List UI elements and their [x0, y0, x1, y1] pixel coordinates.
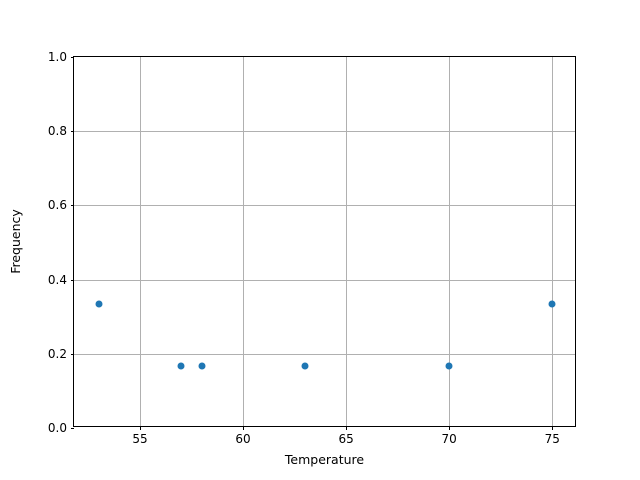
x-tick-label: 70	[441, 432, 457, 446]
x-tick-mark	[449, 426, 451, 430]
x-tick-mark	[552, 426, 554, 430]
y-tick-label: 0.8	[47, 124, 67, 139]
x-tick-mark	[346, 426, 348, 430]
x-gridline	[552, 57, 554, 426]
y-gridline	[74, 279, 575, 281]
plot-area: 55 60 65 70 75 0.0 0.2 0.4 0.6 0.8 1.0	[48, 50, 576, 446]
data-point	[198, 362, 206, 370]
y-gridline	[74, 353, 575, 355]
x-gridline	[243, 57, 245, 426]
x-tick-label: 55	[132, 432, 148, 446]
x-tick-label: 65	[338, 432, 354, 446]
data-point	[177, 362, 185, 370]
y-tick-mark	[70, 428, 74, 429]
y-tick-mark	[70, 353, 74, 355]
data-point	[548, 300, 556, 308]
data-point	[95, 300, 103, 308]
y-gridline	[74, 131, 575, 133]
y-tick-label: 0.4	[47, 272, 67, 287]
y-tick-label: 1.0	[47, 50, 67, 64]
data-point	[301, 362, 309, 370]
y-gridline	[74, 205, 575, 207]
y-axis-title-text: Frequency	[7, 209, 23, 274]
x-gridline	[346, 57, 348, 426]
y-tick-label: 0.0	[47, 421, 67, 435]
x-tick-mark	[243, 426, 245, 430]
x-gridline	[449, 57, 451, 426]
y-tick-mark	[70, 279, 74, 281]
data-point	[445, 362, 453, 370]
y-tick-label: 0.2	[47, 346, 67, 361]
y-tick-mark	[70, 57, 74, 58]
y-tick-label: 0.6	[47, 198, 67, 213]
y-tick-mark	[70, 131, 74, 133]
y-axis-title: Frequency	[0, 56, 30, 427]
x-tick-label: 75	[544, 432, 560, 446]
x-tick-label: 60	[235, 432, 251, 446]
y-tick-mark	[70, 205, 74, 207]
x-axis-title: Temperature	[284, 452, 365, 467]
x-gridline	[139, 57, 141, 426]
x-tick-mark	[139, 426, 141, 430]
